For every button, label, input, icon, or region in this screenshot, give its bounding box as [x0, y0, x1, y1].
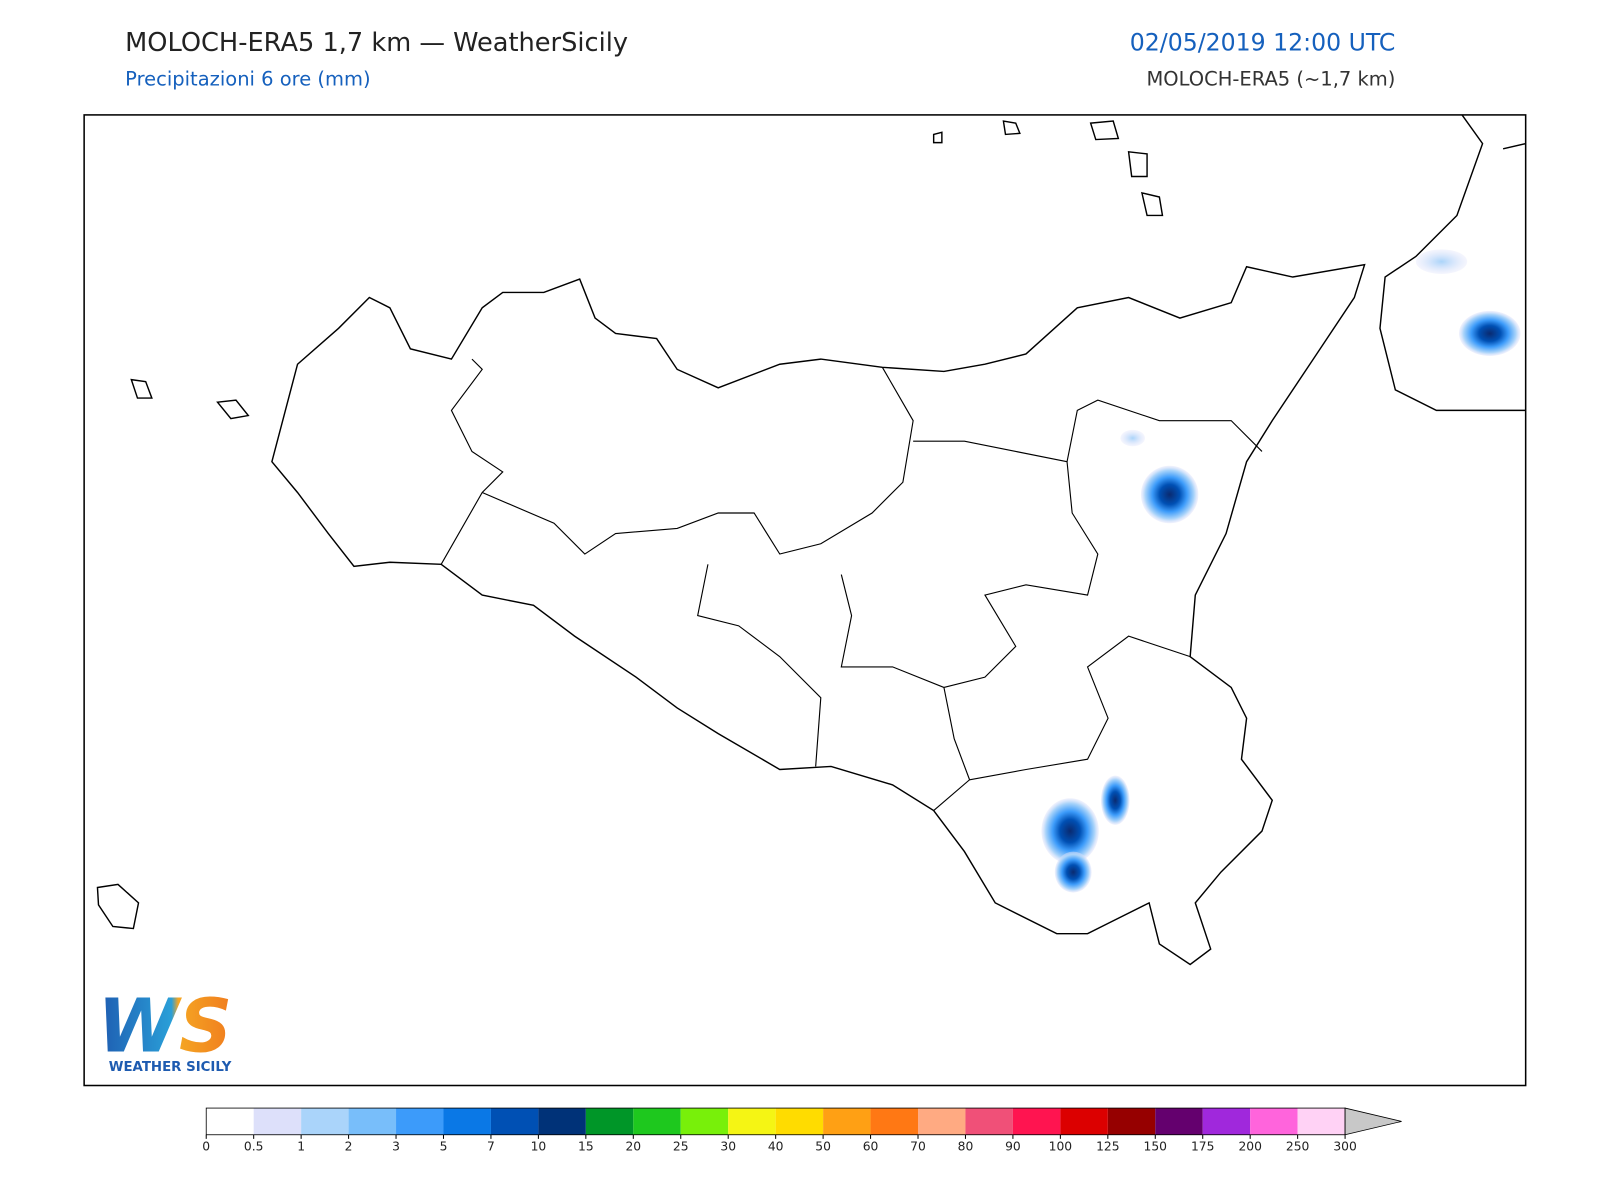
colorbar-cell: [490, 1108, 539, 1135]
colorbar-cell: [396, 1108, 444, 1135]
colorbar-cell: [728, 1108, 776, 1135]
colorbar-tick-label: 50: [815, 1140, 831, 1154]
colorbar-cell: [443, 1108, 491, 1135]
calabria-coast: [1379, 114, 1526, 412]
logo: WS WEATHER SICILY: [97, 984, 232, 1075]
colorbar-cell: [301, 1108, 349, 1135]
colorbar-cell: [1155, 1108, 1203, 1135]
colorbar-cell: [253, 1108, 302, 1135]
colorbar-tick-label: 15: [578, 1140, 594, 1154]
colorbar-tick-label: 60: [863, 1140, 879, 1154]
sicily-coast: [271, 263, 1366, 966]
colorbar-cell: [538, 1108, 586, 1135]
colorbar-tick-label: 25: [673, 1140, 689, 1154]
colorbar-tick-label: 80: [958, 1140, 974, 1154]
colorbar-cell: [918, 1108, 966, 1135]
colorbar-cell: [823, 1108, 871, 1135]
rain-area: [1458, 310, 1521, 357]
colorbar-cell: [1297, 1108, 1346, 1135]
rain-area: [1041, 798, 1099, 864]
colorbar-cell: [348, 1108, 397, 1135]
colorbar-cell: [206, 1108, 254, 1135]
subtitle: Precipitazioni 6 ore (mm): [125, 68, 370, 91]
colorbar-tick-label: 3: [392, 1140, 400, 1154]
colorbar-tick-label: 200: [1238, 1140, 1261, 1154]
colorbar-tick-label: 125: [1096, 1140, 1119, 1154]
colorbar: 0 0.5 1 2 3 5 7 10 15 20 25 30 40 50 60 70 80 90 100 125 150…: [202, 1107, 1402, 1154]
rain-area: [1100, 775, 1130, 825]
colorbar-tick-label: 150: [1144, 1140, 1167, 1154]
colorbar-cell: [1060, 1108, 1108, 1135]
colorbar-tick-label: 30: [720, 1140, 736, 1154]
colorbar-tick-label: 250: [1286, 1140, 1309, 1154]
province-borders: [440, 358, 1263, 811]
islands: [96, 120, 1164, 930]
map-frame: [83, 114, 1527, 1087]
logo-mark: WS: [97, 984, 232, 1070]
colorbar-tick-label: 0: [202, 1140, 210, 1154]
rain-area: [1140, 465, 1199, 524]
colorbar-tick-label: 300: [1333, 1140, 1356, 1154]
title: MOLOCH-ERA5 1,7 km — WeatherSicily: [125, 28, 628, 58]
colorbar-tick-label: 10: [531, 1140, 547, 1154]
rain-area: [1120, 429, 1146, 447]
colorbar-tick-label: 7: [487, 1140, 495, 1154]
logo-caption: WEATHER SICILY: [109, 1060, 232, 1075]
colorbar-tick-label: 0.5: [244, 1140, 264, 1154]
colorbar-tick-label: 40: [768, 1140, 784, 1154]
colorbar-cell: [965, 1108, 1013, 1135]
colorbar-extension: [1344, 1107, 1402, 1136]
rain-area: [1415, 249, 1468, 274]
colorbar-cell: [1012, 1108, 1061, 1135]
colorbar-tick-label: 1: [297, 1140, 305, 1154]
colorbar-cell: [585, 1108, 634, 1135]
model-label: MOLOCH-ERA5 (~1,7 km): [1146, 68, 1395, 91]
colorbar-cell: [775, 1108, 824, 1135]
colorbar-tick-label: 175: [1191, 1140, 1214, 1154]
colorbar-cell: [1250, 1108, 1298, 1135]
colorbar-tick-label: 100: [1049, 1140, 1072, 1154]
colorbar-cell: [1107, 1108, 1156, 1135]
rain-area: [1054, 851, 1092, 893]
colorbar-tick-label: 5: [440, 1140, 448, 1154]
colorbar-tick-label: 2: [345, 1140, 353, 1154]
colorbar-cell: [870, 1108, 919, 1135]
coastline: [96, 114, 1526, 966]
colorbar-tick-label: 90: [1005, 1140, 1021, 1154]
colorbar-cell: [1202, 1108, 1251, 1135]
colorbar-tick-label: 70: [910, 1140, 926, 1154]
colorbar-cell: [633, 1108, 681, 1135]
colorbar-tick-label: 20: [625, 1140, 641, 1154]
datetime: 02/05/2019 12:00 UTC: [1130, 29, 1396, 57]
precipitation: [1041, 249, 1521, 893]
colorbar-cell: [680, 1108, 729, 1135]
